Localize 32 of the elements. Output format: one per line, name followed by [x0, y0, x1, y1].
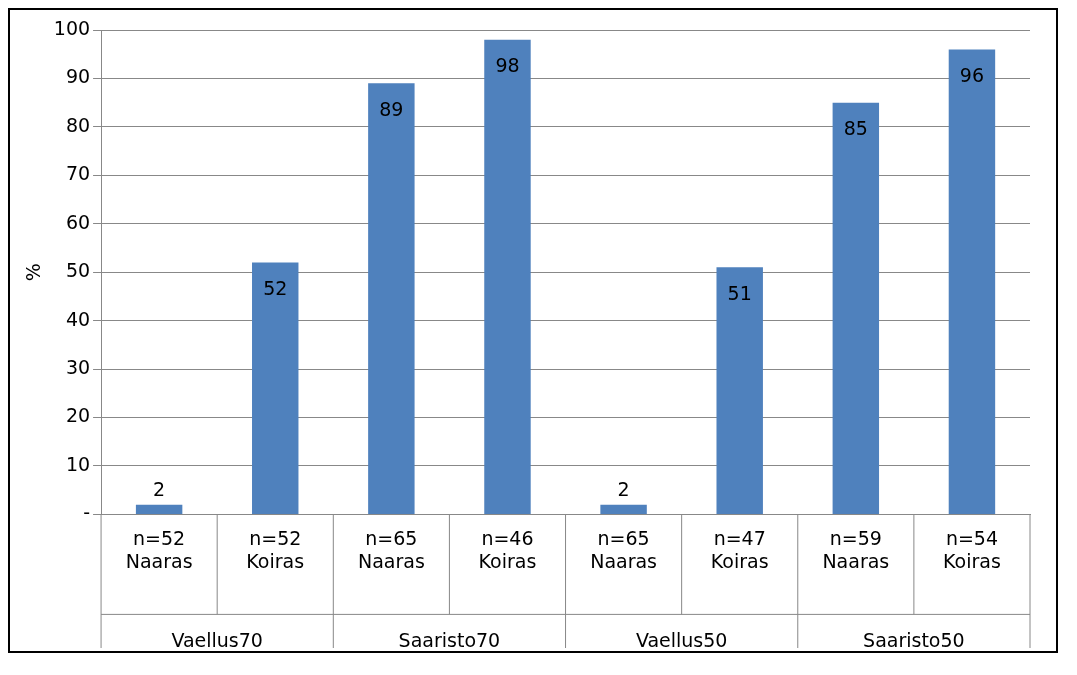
y-axis-title: % [22, 263, 45, 282]
x-tick-label: n=52 Koiras [246, 526, 305, 572]
x-tick-label: n=46 Koiras [478, 526, 537, 572]
y-tick-label: 10 [65, 452, 91, 475]
y-tick-label: 50 [65, 259, 91, 282]
x-tick-label: n=65 Naaras [590, 526, 658, 572]
x-tick-label: n=59 Naaras [822, 526, 890, 572]
text: Vaellus50 [635, 628, 728, 651]
data-label: 85 [843, 117, 868, 140]
y-tick-label: 100 [53, 16, 91, 39]
y-tick-label: 40 [65, 307, 91, 330]
y-tick-label: 60 [65, 210, 91, 233]
x-tick-label: n=47 Koiras [710, 526, 769, 572]
data-label: 96 [959, 63, 985, 86]
y-tick-label: 70 [65, 162, 91, 185]
text: Saaristo70 [398, 628, 501, 651]
x-tick-label: n=65 Naaras [357, 526, 425, 572]
y-tick-label: - [83, 501, 91, 524]
data-label: 2 [617, 478, 630, 501]
data-label: 89 [379, 97, 404, 120]
data-label: 51 [727, 281, 752, 304]
data-label: 2 [153, 478, 166, 501]
data-label: 98 [495, 54, 520, 77]
y-tick-label: 30 [65, 356, 91, 379]
text: Vaellus70 [171, 628, 263, 651]
y-tick-label: 20 [65, 404, 91, 427]
x-tick-label: n=52 Naaras [125, 526, 193, 572]
y-tick-label: 80 [65, 113, 91, 136]
x-tick-label: n=54 Koiras [943, 526, 1001, 572]
text: Saaristo50 [863, 628, 965, 651]
y-tick-label: 90 [65, 65, 91, 88]
data-label: 52 [263, 276, 288, 299]
